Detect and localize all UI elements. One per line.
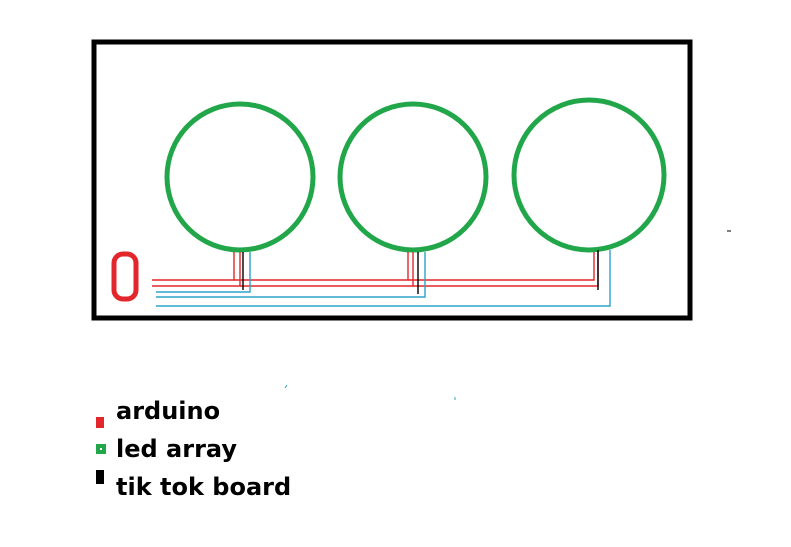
legend-marker-tik-tok-board [96, 470, 104, 484]
power-wire-1b [152, 252, 241, 287]
legend-label-led-array: led array [116, 435, 238, 463]
led-ring-3 [511, 97, 667, 253]
led-ring-1 [164, 101, 316, 253]
power-wire-2b [240, 252, 414, 287]
power-wire-3b [413, 252, 599, 287]
data-wires [156, 250, 611, 307]
board-wires [242, 250, 599, 294]
legend-label-tik-tok-board: tik tok board [116, 473, 292, 501]
data-wire-1 [156, 252, 251, 293]
data-wire-2 [156, 252, 426, 298]
stray-mark-2 [284, 384, 288, 389]
led-ring-2 [337, 101, 489, 253]
power-wire-3 [408, 252, 595, 281]
data-wire-3 [156, 250, 611, 307]
enclosure-box [91, 39, 693, 321]
legend-label-arduino: arduino [116, 397, 221, 425]
arduino-board [111, 251, 139, 302]
legend-marker-led-array [96, 444, 106, 454]
power-wire-2 [234, 252, 409, 281]
power-wires [152, 252, 599, 287]
power-wire-1 [152, 252, 235, 281]
legend-marker-arduino [96, 417, 104, 428]
